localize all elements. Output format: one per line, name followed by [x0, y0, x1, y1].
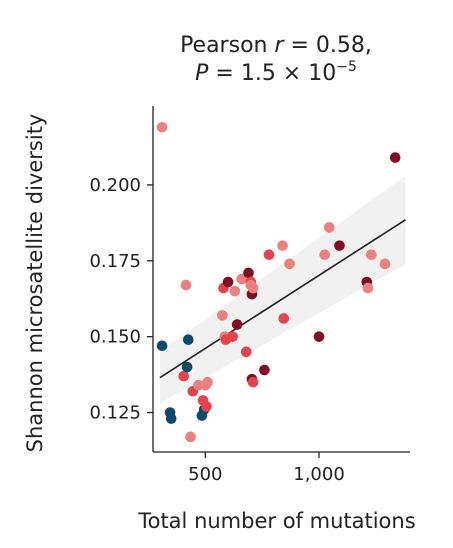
data-point-25	[236, 273, 247, 285]
data-point-35	[263, 249, 275, 261]
data-point-23	[229, 285, 241, 297]
data-point-45	[366, 249, 377, 261]
data-point-0	[156, 121, 168, 133]
data-point-27	[243, 267, 254, 279]
chart-title-line-2: P = 1.5 × 10−5	[195, 59, 357, 86]
data-point-38	[284, 258, 295, 270]
data-point-1	[156, 340, 168, 352]
data-point-8	[185, 431, 196, 443]
confidence-band	[159, 175, 406, 404]
y-axis-ticks: 0.125 0.150 0.175 0.200	[89, 175, 153, 424]
data-point-24	[231, 319, 243, 330]
data-point-6	[182, 334, 194, 346]
chart-title-line-1: Pearson r = 0.58,	[180, 33, 372, 58]
data-point-41	[323, 222, 335, 233]
data-point-21	[222, 276, 234, 288]
data-point-33	[247, 376, 259, 388]
x-axis-label: Total number of mutations	[137, 509, 415, 533]
x-tick-label-0: 500	[188, 464, 222, 485]
data-point-7	[181, 361, 193, 373]
data-point-4	[178, 370, 190, 382]
y-tick-label-0: 0.125	[89, 403, 141, 424]
data-point-5	[180, 279, 192, 291]
data-point-36	[277, 240, 288, 251]
data-point-44	[362, 282, 374, 294]
data-point-34	[259, 364, 270, 376]
data-point-46	[379, 258, 391, 270]
x-axis-ticks: 500 1,000	[188, 452, 345, 485]
x-tick-label-1: 1,000	[293, 464, 345, 485]
data-point-42	[334, 240, 345, 251]
data-point-31	[247, 282, 259, 294]
data-point-26	[240, 346, 252, 358]
data-point-39	[313, 331, 325, 342]
data-point-17	[217, 310, 228, 321]
regression-line	[159, 219, 406, 379]
data-points	[156, 121, 401, 443]
y-tick-label-1: 0.150	[89, 327, 141, 348]
data-point-47	[389, 152, 401, 163]
data-point-40	[319, 249, 331, 261]
y-axis-label: Shannon microsatellite diversity	[23, 114, 47, 453]
y-tick-label-2: 0.175	[89, 251, 141, 272]
data-point-37	[278, 313, 290, 324]
data-point-3	[165, 413, 177, 424]
data-point-15	[202, 376, 213, 388]
data-point-16	[201, 401, 212, 412]
y-tick-label-3: 0.200	[89, 175, 141, 196]
data-point-22	[227, 331, 238, 342]
